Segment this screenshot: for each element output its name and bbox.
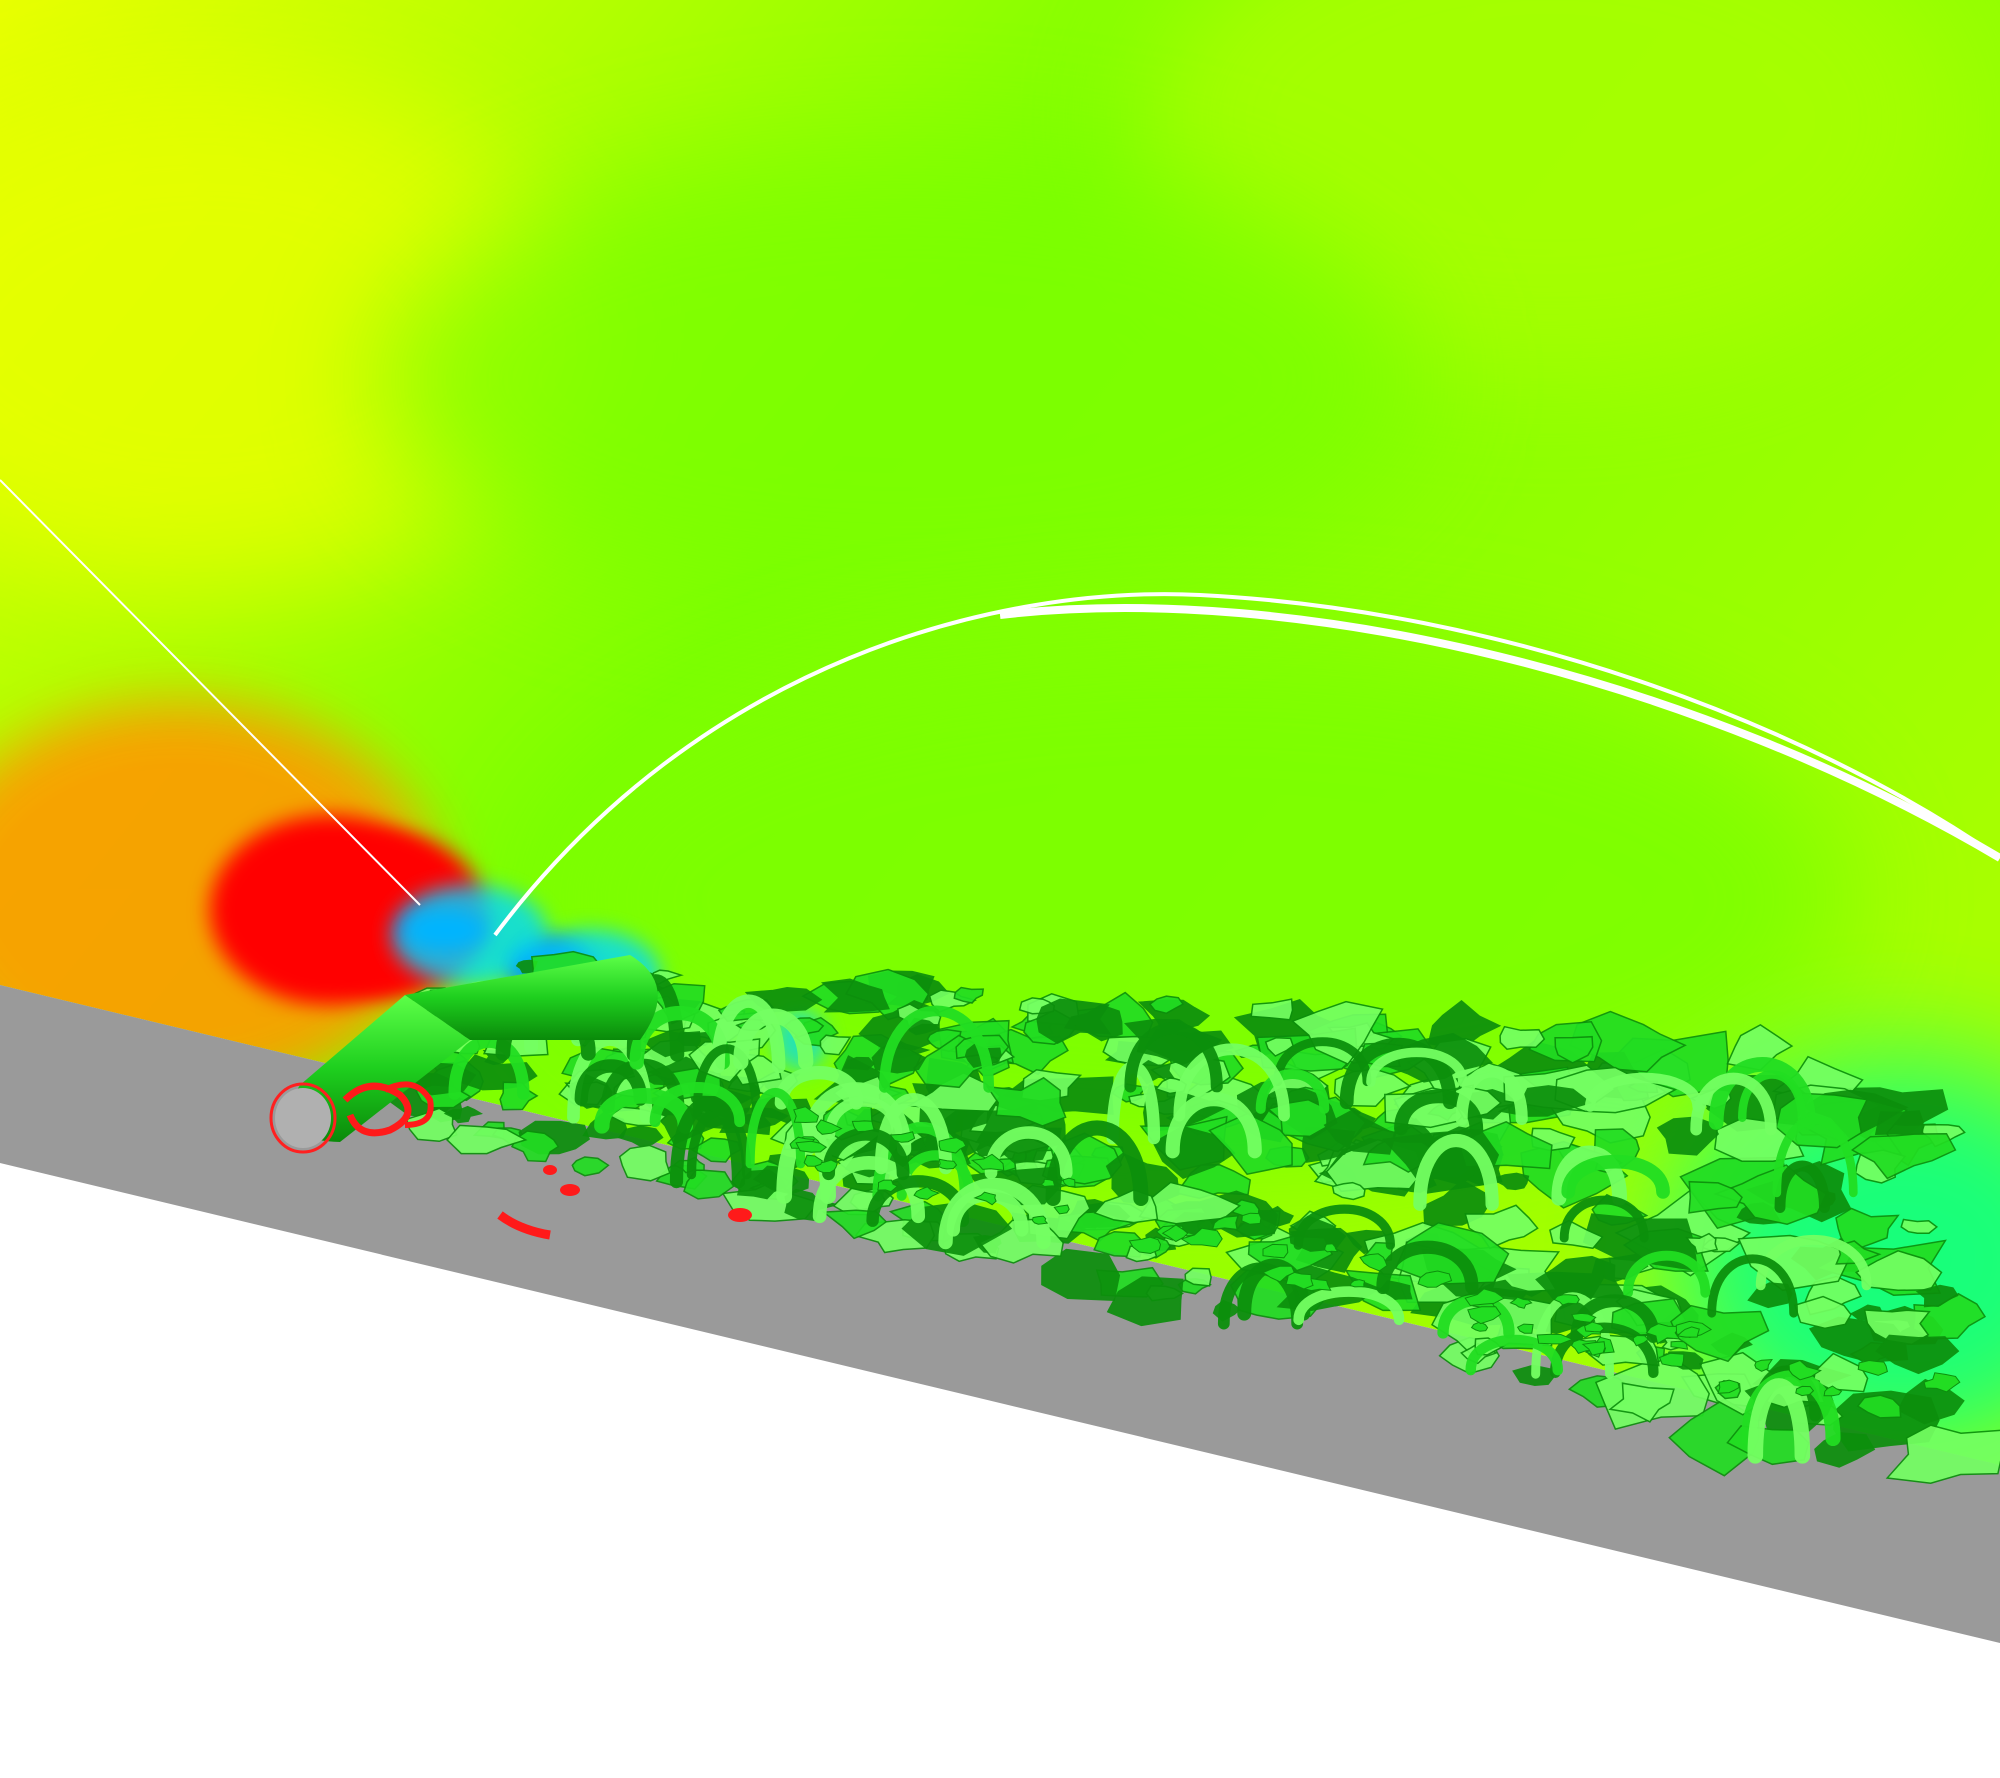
hairpin-vortex [1774, 1160, 1830, 1213]
vortex-structure-icon [1608, 1382, 1675, 1423]
vortex-structure-icon [446, 1124, 528, 1155]
shock-lines [0, 479, 2000, 937]
vortex-structure-icon [618, 1144, 671, 1182]
vortex-structure-icon [1835, 1207, 1900, 1253]
hairpin-vortex [1747, 1378, 1811, 1464]
vortex-isosurfaces [389, 950, 2000, 1484]
hairpin-vortex [448, 1035, 530, 1100]
hairpin-vortex [1293, 1286, 1405, 1326]
vortex-structure-icon [1885, 1424, 2000, 1484]
hairpin-vortex [1339, 1038, 1457, 1110]
hairpin-vortex [1708, 1057, 1816, 1130]
cylinder [269, 955, 752, 1240]
vortex-structure-icon [1850, 1132, 1957, 1180]
hairpin-vortex [745, 1087, 806, 1169]
vortex-structure-icon [1041, 1248, 1121, 1301]
hairpin-vortex [1173, 1043, 1290, 1122]
hairpin-vortex [1217, 1262, 1304, 1330]
vortex-structure-icon [1856, 1394, 1902, 1419]
hairpin-vortex [879, 1005, 995, 1093]
hairpin-vortex [1707, 1254, 1799, 1318]
hairpin-vortex [1293, 1204, 1396, 1250]
hairpin-vortex [1570, 1294, 1660, 1344]
vortex-structure-icon [1656, 1116, 1720, 1156]
vortex-structure-icon [1184, 1267, 1212, 1287]
hairpin-vortex [1124, 1022, 1223, 1093]
vortex-structure-icon [985, 1076, 1067, 1127]
vortex-structure-icon [683, 1168, 735, 1200]
vortex-structure-icon [1036, 998, 1112, 1045]
hairpin-vortex [1465, 1334, 1564, 1376]
hairpin-vortex [1455, 1065, 1528, 1126]
vortex-structure-icon [1106, 1276, 1184, 1327]
cylinder-end-cap [275, 1088, 331, 1148]
hairpin-vortex [594, 1088, 694, 1134]
vortex-structure-icon [1331, 1181, 1366, 1201]
hairpin-vortex [1394, 1089, 1484, 1136]
vortex-structure-icon [1250, 998, 1294, 1021]
oblique-shock-line [0, 479, 421, 906]
hairpin-vortex [733, 1008, 814, 1070]
vortex-structure-icon [1915, 1284, 1959, 1308]
vortex-structure-icon [1875, 1334, 1960, 1375]
hairpin-vortex [711, 994, 786, 1074]
vortex-structure-icon [820, 978, 890, 1013]
wall-plane [0, 985, 2000, 1643]
hairpin-vortex [1559, 1195, 1649, 1243]
hairpin-vortex [1561, 1154, 1670, 1199]
hairpin-vortex [1549, 1322, 1659, 1379]
hairpin-vortex [1584, 1072, 1703, 1112]
hairpin-vortex [1690, 1072, 1777, 1136]
bow-shock-arc [493, 592, 2000, 937]
vortex-structure-icon [443, 1105, 483, 1124]
hairpin-vortex [1273, 1037, 1372, 1087]
vortex-structure-icon [1499, 1025, 1546, 1051]
hairpin-vortex [649, 1082, 746, 1128]
hairpin-vortex [1623, 1250, 1711, 1298]
vortex-structure-icon [819, 1034, 852, 1056]
hairpin-vortex [1045, 1120, 1149, 1206]
vortex-structure-icon [908, 1017, 941, 1036]
bow-shock-arc-thick [999, 604, 2000, 862]
vortex-structure-icon [1211, 1214, 1240, 1231]
hairpin-vortex [1551, 1145, 1628, 1206]
vortex-structure-icon [571, 1156, 610, 1177]
hairpin-vortex [574, 1059, 648, 1106]
vortex-structure-icon [1854, 1249, 1943, 1292]
hairpin-vortex [1376, 1240, 1479, 1295]
vortex-structure-icon [1490, 1172, 1530, 1191]
hairpin-vortex [822, 1127, 910, 1181]
vortex-structure-icon [1685, 1232, 1719, 1255]
vortex-structure-icon [1688, 1180, 1743, 1214]
vortex-structure-icon [1264, 1036, 1294, 1057]
hairpin-vortex [1366, 1047, 1468, 1088]
vortex-structure-icon [843, 1056, 875, 1071]
vortex-structure-icon [1323, 1110, 1397, 1155]
hairpin-vortex [669, 1097, 746, 1189]
hairpin-vortex [1772, 1115, 1858, 1198]
hairpin-vortex [1413, 1133, 1499, 1211]
vortex-structure-icon [1148, 995, 1185, 1015]
hairpin-vortex [1255, 1069, 1330, 1114]
hairpin-vortex [1165, 1092, 1262, 1159]
vortex-structure-icon [1900, 1218, 1939, 1235]
hairpin-vortex [1738, 1070, 1806, 1123]
vortex-structure-icon [1554, 1035, 1594, 1064]
vortex-structure-icon [953, 986, 985, 1004]
